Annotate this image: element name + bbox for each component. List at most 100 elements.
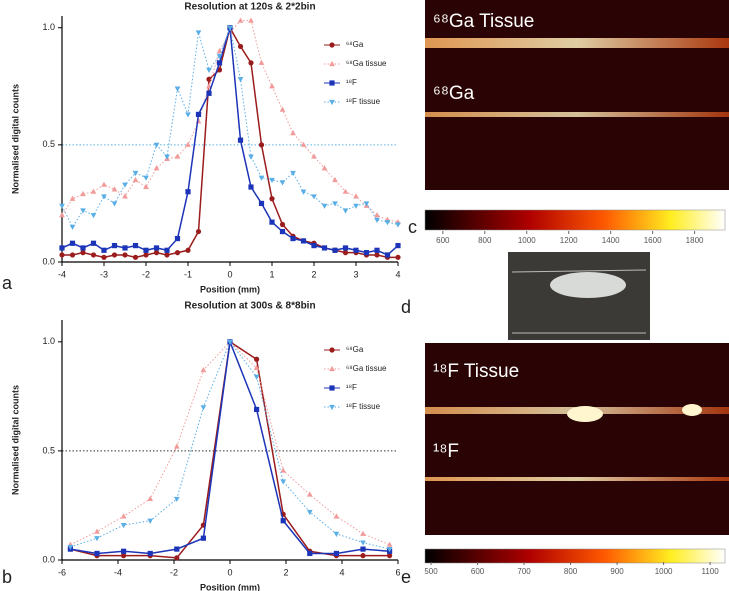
marker bbox=[206, 90, 212, 96]
marker bbox=[120, 523, 127, 529]
marker bbox=[69, 252, 76, 258]
marker bbox=[164, 252, 170, 258]
marker bbox=[195, 228, 202, 235]
marker bbox=[94, 536, 100, 542]
marker bbox=[269, 177, 275, 184]
streak bbox=[425, 477, 729, 481]
marker bbox=[290, 235, 296, 242]
marker bbox=[353, 247, 359, 253]
marker bbox=[90, 240, 97, 246]
series-line bbox=[70, 340, 390, 550]
marker bbox=[227, 25, 233, 31]
colorbar-tick-label: 1100 bbox=[702, 567, 720, 576]
marker bbox=[279, 180, 286, 186]
marker bbox=[329, 60, 335, 67]
colorbar-tick-label: 1400 bbox=[602, 236, 620, 245]
hotspot bbox=[682, 404, 702, 416]
marker bbox=[311, 194, 317, 200]
marker bbox=[132, 170, 139, 177]
marker bbox=[111, 252, 118, 258]
image-ga bbox=[425, 0, 729, 190]
colorbar-tick-label: 1800 bbox=[686, 236, 704, 245]
marker bbox=[333, 531, 340, 537]
marker bbox=[122, 182, 128, 188]
marker bbox=[280, 467, 287, 473]
marker bbox=[216, 60, 223, 66]
marker bbox=[216, 53, 223, 59]
x-tick-label: -4 bbox=[114, 567, 122, 577]
marker bbox=[206, 76, 212, 82]
x-tick-label: 0 bbox=[227, 567, 232, 577]
marker bbox=[332, 176, 338, 183]
marker bbox=[120, 513, 127, 519]
tissue bbox=[550, 272, 626, 298]
panel-label: b bbox=[2, 567, 12, 587]
marker bbox=[329, 347, 335, 353]
marker bbox=[307, 550, 313, 557]
marker bbox=[329, 404, 335, 411]
marker bbox=[387, 553, 393, 559]
marker bbox=[101, 181, 107, 187]
marker bbox=[329, 99, 335, 106]
marker bbox=[363, 250, 370, 256]
marker bbox=[80, 208, 86, 214]
marker bbox=[147, 518, 154, 524]
x-tick-label: 1 bbox=[269, 269, 274, 279]
marker bbox=[253, 374, 260, 380]
hotspot bbox=[567, 406, 603, 422]
marker bbox=[80, 245, 86, 251]
marker bbox=[90, 188, 97, 194]
y-tick-label: 0.0 bbox=[42, 256, 55, 266]
marker bbox=[174, 250, 181, 256]
marker bbox=[121, 553, 127, 559]
marker bbox=[185, 189, 191, 195]
marker bbox=[94, 550, 100, 557]
marker bbox=[279, 221, 286, 228]
marker bbox=[333, 513, 340, 519]
marker bbox=[248, 184, 254, 190]
panel-label: a bbox=[2, 273, 13, 293]
marker bbox=[195, 111, 202, 117]
marker bbox=[384, 220, 391, 226]
marker bbox=[374, 252, 380, 258]
panel-label: d bbox=[401, 297, 411, 317]
marker bbox=[153, 165, 160, 171]
series-line bbox=[70, 338, 390, 555]
marker bbox=[153, 245, 160, 251]
panel-label: c bbox=[408, 217, 417, 237]
colorbar-tick-label: 1600 bbox=[644, 236, 662, 245]
chart-title: Resolution at 120s & 2*2bin bbox=[184, 2, 315, 13]
marker bbox=[206, 67, 212, 74]
marker bbox=[280, 518, 286, 524]
colorbar-tick-label: 500 bbox=[424, 567, 438, 576]
marker bbox=[306, 509, 313, 516]
series-line bbox=[70, 341, 390, 546]
colorbar-tick-label: 1000 bbox=[518, 236, 536, 245]
marker bbox=[173, 496, 180, 503]
marker bbox=[395, 254, 401, 260]
marker bbox=[269, 196, 275, 202]
colorbar-tick-label: 600 bbox=[471, 567, 485, 576]
marker bbox=[280, 479, 287, 485]
marker bbox=[153, 142, 160, 148]
marker bbox=[174, 546, 180, 552]
legend-label: ⁶⁸Ga bbox=[346, 40, 364, 49]
colorbar-tick-label: 1200 bbox=[560, 236, 578, 245]
marker bbox=[300, 189, 307, 195]
marker bbox=[321, 203, 328, 209]
x-tick-label: -3 bbox=[100, 269, 108, 279]
marker bbox=[384, 252, 391, 258]
marker bbox=[360, 553, 366, 559]
marker bbox=[386, 547, 393, 553]
marker bbox=[174, 555, 180, 561]
marker bbox=[342, 250, 349, 256]
image-label: ¹⁸F bbox=[433, 441, 459, 462]
legend-label: ⁶⁸Ga tissue bbox=[346, 59, 387, 68]
marker bbox=[216, 48, 223, 54]
marker bbox=[353, 203, 359, 209]
marker bbox=[174, 153, 181, 159]
marker bbox=[143, 247, 149, 253]
y-tick-label: 0.5 bbox=[42, 445, 55, 455]
marker bbox=[395, 222, 401, 228]
marker bbox=[329, 385, 335, 391]
